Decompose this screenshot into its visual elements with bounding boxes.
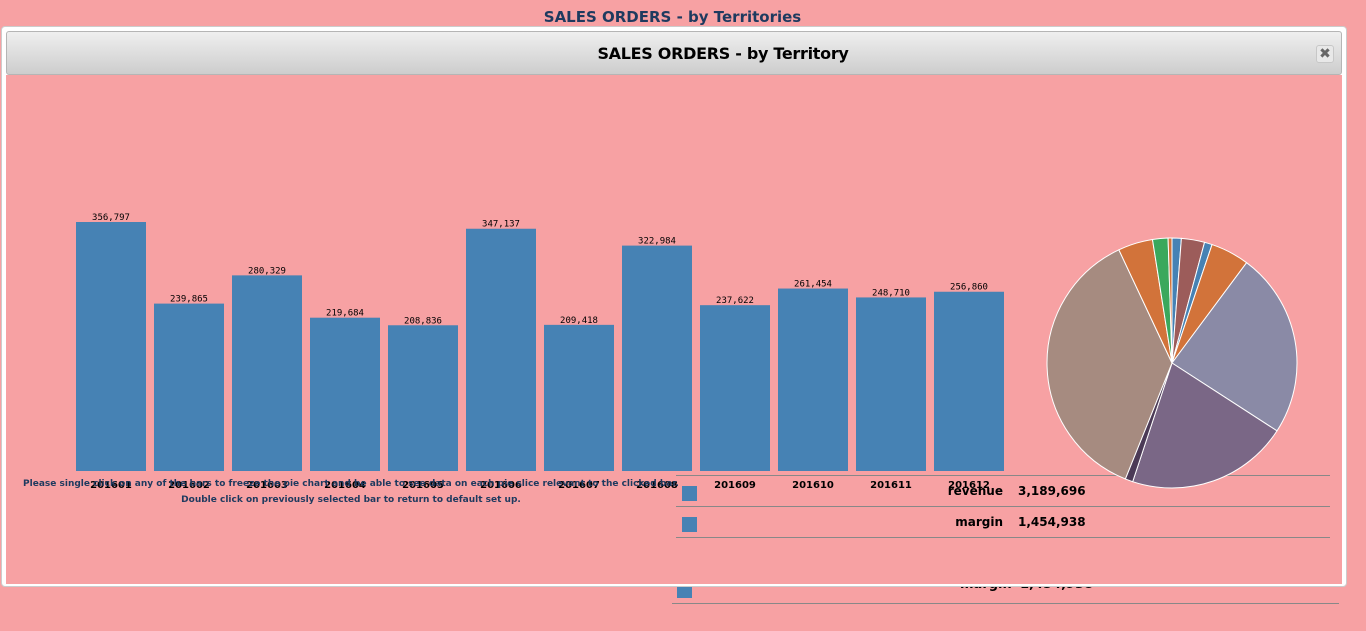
bar-value-label: 208,836 [404,316,442,326]
legend-label: margin [955,515,1003,529]
bar-value-label: 280,329 [248,266,286,276]
legend-value: 1,454,938 [1018,515,1086,529]
bar-201602[interactable] [154,303,224,471]
bar-201603[interactable] [232,275,302,471]
bar-201611[interactable] [856,297,926,471]
pie-slice-10[interactable] [1167,237,1173,364]
chart-dialog: SALES ORDERS - by Territory ✖ 356,797 201… [1,26,1347,587]
bar-201607[interactable] [544,324,614,471]
bar-201604[interactable] [310,317,380,471]
legend-row-revenue: revenue 3,189,696 [676,475,1330,506]
instruction-note-2: Double click on previously selected bar … [181,495,521,505]
bar-value-label: 248,710 [872,288,910,298]
close-icon[interactable]: ✖ [1316,45,1334,63]
bar-201608[interactable] [622,245,692,471]
bar-201610[interactable] [778,288,848,471]
x-tick-label: 201612 [948,480,990,491]
bar-value-label: 256,860 [950,283,988,293]
dialog-title: SALES ORDERS - by Territory [597,44,849,63]
bar-value-label: 356,797 [92,213,130,223]
legend-swatch [682,517,697,532]
x-tick-label: 201608 [636,480,678,491]
bar-chart: 356,797 201601 239,865 201602 280,329 201603 2… [76,213,1004,491]
x-tick-label: 201611 [870,480,912,491]
pie-slice-5[interactable] [1132,362,1278,489]
x-tick-label: 201610 [792,480,834,491]
bar-201612[interactable] [934,291,1004,471]
bar-201605[interactable] [388,325,458,471]
legend-row-margin: margin 1,454,938 [676,506,1330,538]
bar-201609[interactable] [700,305,770,471]
x-tick-label: 201602 [168,480,210,491]
bar-value-label: 219,684 [326,309,364,319]
x-tick-label: 201603 [246,480,288,491]
x-tick-label: 201601 [90,480,132,491]
bar-value-label: 239,865 [170,295,208,305]
bar-value-label: 209,418 [560,316,598,326]
bar-201601[interactable] [76,222,146,471]
bar-201606[interactable] [466,228,536,471]
page-title: SALES ORDERS - by Territories [543,8,802,26]
pie-slice-4[interactable] [1171,262,1298,432]
bar-value-label: 322,984 [638,237,676,247]
legend-value: 3,189,696 [1018,484,1086,498]
x-tick-label: 201606 [480,480,522,491]
x-tick-label: 201604 [324,480,366,491]
instruction-note-1: Please single click on any of the bars t… [23,479,679,489]
legend-swatch [682,486,697,501]
bar-value-label: 347,137 [482,220,520,230]
bar-value-label: 237,622 [716,296,754,306]
dialog-content: 356,797 201601 239,865 201602 280,329 201603 2… [6,75,1342,584]
pie-chart [1046,237,1298,489]
x-tick-label: 201605 [402,480,444,491]
x-tick-label: 201607 [558,480,600,491]
x-tick-label: 201609 [714,480,756,491]
pie-slice-7[interactable] [1046,249,1173,480]
dialog-titlebar[interactable]: SALES ORDERS - by Territory ✖ [6,31,1342,75]
bar-value-label: 261,454 [794,280,832,290]
legend-label: revenue [947,484,1003,498]
